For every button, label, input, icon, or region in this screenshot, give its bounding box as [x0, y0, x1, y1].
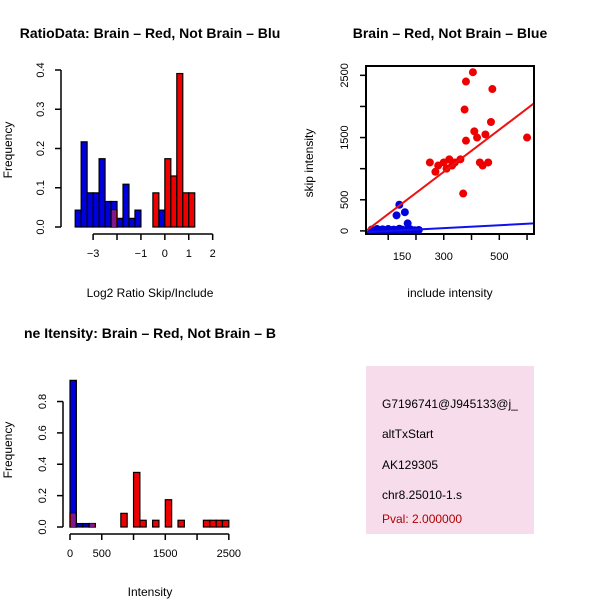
intensity-histogram-xlabel: Intensity	[128, 585, 173, 599]
scatter-x-tick-label: 500	[490, 251, 508, 263]
intensity-histogram-bar-overlap	[90, 523, 95, 527]
intensity-histogram-bar-brain	[164, 499, 173, 528]
ratio-histogram-bar-brain	[188, 192, 196, 228]
ratio-histogram-bar-brain	[170, 175, 178, 228]
ratio-histogram-y-tick-label: 0.1	[35, 180, 47, 195]
scatter-y-tick-label: 2500	[339, 63, 351, 87]
ratio-histogram-xlabel: Log2 Ratio Skip/Include	[87, 286, 214, 300]
scatter-y-tick-label: 1500	[339, 125, 351, 149]
intensity-histogram-bar-notbrain	[82, 522, 90, 528]
intensity-histogram-y-tick-label: 0.8	[37, 394, 49, 409]
scatter-fit-brain	[365, 102, 535, 232]
ratio-histogram-ylabel: Frequency	[1, 122, 15, 179]
scatter-point-brain	[486, 118, 495, 126]
intensity-histogram-bar-brain	[209, 519, 217, 528]
ratio-histogram-y-tick-label: 0.4	[35, 62, 47, 77]
info-panel: G7196741@J945133@j_ altTxStart AK129305 …	[366, 366, 534, 534]
scatter-fit-notbrain	[365, 222, 535, 234]
ratio-histogram-y-tick-label: 0.2	[35, 141, 47, 156]
scatter-point-brain	[523, 133, 532, 142]
scatter-point-brain	[459, 189, 468, 198]
ratio-histogram-bar-notbrain	[86, 192, 94, 228]
intensity-histogram-y-tick-label: 0.0	[37, 519, 49, 534]
intensity-histogram-bar-overlap	[71, 513, 76, 527]
ratio-histogram-bar-brain	[182, 192, 190, 228]
ratio-histogram-bar-notbrain	[92, 192, 100, 228]
ratio-histogram-x-tick-label: −3	[87, 248, 100, 260]
scatter-point-brain	[484, 158, 493, 167]
scatter-x-tick-label: 150	[393, 251, 411, 263]
intensity-histogram-x-tick-label: 1500	[153, 548, 177, 560]
ratio-histogram-bar-notbrain	[134, 209, 142, 228]
ratio-histogram-bar-notbrain	[104, 200, 112, 228]
scatter-point-brain	[434, 161, 443, 170]
scatter-point-notbrain	[392, 211, 401, 220]
scatter-point-notbrain	[400, 208, 409, 217]
ratio-histogram-bar-overlap	[112, 210, 117, 227]
scatter-y-tick-label: 500	[339, 191, 351, 209]
ratio-histogram-bar-brain	[176, 72, 184, 228]
info-background	[366, 366, 534, 534]
intensity-histogram-title: ne Itensity: Brain – Red, Not Brain – B	[24, 325, 276, 341]
ratio-histogram-x-tick-label: 1	[186, 248, 192, 260]
ratio-histogram-bar-notbrain	[80, 141, 88, 228]
intensity-histogram-bar-brain	[177, 519, 185, 528]
ratio-histogram-bar-notbrain	[98, 158, 106, 228]
ratio-histogram-bar-notbrain	[116, 217, 124, 228]
scatter-point-brain	[460, 105, 469, 114]
ratio-histogram-bar-brain	[152, 192, 160, 228]
intensity-histogram-bar-brain	[151, 519, 160, 528]
intensity-histogram-panel: ne Itensity: Brain – Red, Not Brain – B …	[1, 325, 276, 599]
intensity-histogram-bar-notbrain	[75, 522, 84, 528]
intensity-histogram-bar-brain	[132, 471, 141, 528]
ratio-histogram-panel: RatioData: Brain – Red, Not Brain – Blu …	[1, 25, 280, 300]
scatter-point-brain	[425, 158, 434, 167]
intensity-histogram-x-tick-label: 0	[67, 548, 73, 560]
info-type: altTxStart	[382, 427, 434, 441]
ratio-histogram-y-tick-label: 0.0	[35, 219, 47, 234]
ratio-histogram-x-tick-label: −1	[135, 248, 148, 260]
intensity-histogram-x-tick-label: 2500	[217, 548, 241, 560]
scatter-point-brain	[461, 136, 470, 145]
intensity-histogram-bar-brain	[202, 519, 211, 528]
scatter-y-tick-label: 0	[339, 228, 351, 234]
intensity-histogram-ylabel: Frequency	[1, 422, 15, 479]
intensity-histogram-y-tick-label: 0.6	[37, 425, 49, 440]
ratio-histogram-x-tick-label: 2	[210, 248, 216, 260]
intensity-histogram-x-tick-label: 500	[93, 548, 111, 560]
info-accession: AK129305	[382, 458, 438, 472]
scatter-point-brain	[461, 77, 470, 86]
ratio-histogram-x-tick-label: 0	[162, 248, 168, 260]
ratio-histogram-title: RatioData: Brain – Red, Not Brain – Blu	[20, 25, 281, 41]
scatter-x-tick-label: 300	[435, 251, 453, 263]
scatter-point-brain	[431, 167, 440, 176]
info-gene: chr8.25010-1.s	[382, 488, 462, 502]
ratio-histogram-bar-notbrain	[122, 183, 130, 228]
scatter-point-brain	[481, 130, 490, 139]
scatter-point-brain	[473, 133, 482, 142]
intensity-histogram-bar-brain	[139, 519, 147, 528]
intensity-histogram-bar-brain	[120, 512, 128, 528]
scatter-title: Brain – Red, Not Brain – Blue	[353, 25, 548, 41]
intensity-histogram-y-tick-label: 0.2	[37, 488, 49, 503]
scatter-ylabel: skip intensity	[302, 129, 316, 198]
ratio-histogram-bar-notbrain	[128, 217, 136, 228]
scatter-point-brain	[470, 127, 479, 136]
intensity-scatter-panel: Brain – Red, Not Brain – Blue skip inten…	[302, 25, 547, 300]
intensity-histogram-bar-brain	[221, 519, 230, 528]
info-pval: Pval: 2.000000	[382, 512, 462, 526]
ratio-histogram-bar-notbrain	[158, 209, 166, 228]
scatter-point-brain	[468, 68, 477, 77]
ratio-histogram-bar-brain	[164, 158, 172, 228]
scatter-point-brain	[488, 85, 497, 94]
intensity-histogram-bar-brain	[215, 519, 224, 528]
intensity-histogram-bar-notbrain	[69, 379, 77, 528]
scatter-xlabel: include intensity	[407, 286, 492, 300]
ratio-histogram-bar-notbrain	[74, 209, 82, 228]
intensity-histogram-y-tick-label: 0.4	[37, 457, 49, 472]
ratio-histogram-y-tick-label: 0.3	[35, 102, 47, 117]
info-id: G7196741@J945133@j_	[382, 397, 518, 411]
scatter-frame	[365, 65, 535, 235]
